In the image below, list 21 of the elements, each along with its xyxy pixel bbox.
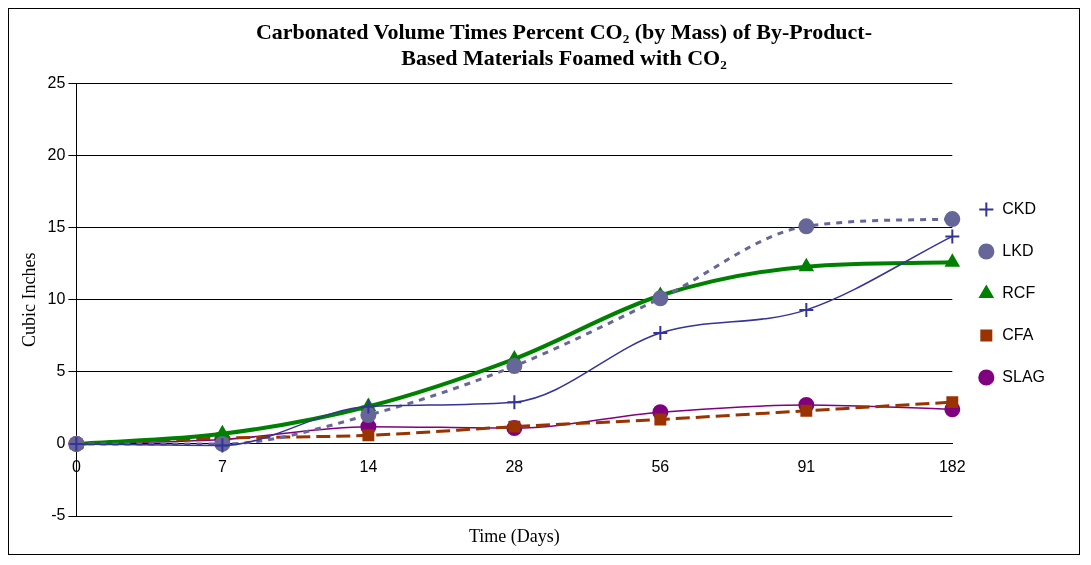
legend-label: RCF <box>1002 283 1036 301</box>
y-tick-label: 0 <box>56 434 66 452</box>
y-tick-label: 10 <box>47 290 66 308</box>
x-tick-label: 14 <box>359 457 378 475</box>
x-tick-label: 182 <box>938 457 966 475</box>
x-axis-title: Time (Days) <box>468 526 560 547</box>
y-tick-label: -5 <box>51 506 66 524</box>
x-tick-label: 28 <box>505 457 524 475</box>
legend-label: CKD <box>1002 199 1037 217</box>
x-tick-label: 56 <box>651 457 670 475</box>
y-tick-label: 5 <box>56 362 66 380</box>
legend-label: LKD <box>1002 241 1034 259</box>
y-tick-label: 15 <box>47 218 66 236</box>
y-tick-label: 20 <box>47 146 66 164</box>
x-tick-label: 7 <box>217 457 227 475</box>
y-axis-title: Cubic Inches <box>18 252 39 348</box>
x-tick-label: 91 <box>797 457 816 475</box>
legend-label: CFA <box>1002 325 1034 343</box>
chart-title: Carbonated Volume Times Percent CO₂ (by Mass) of By-Product-Based Materials Foamed with CO₂ <box>254 19 874 71</box>
y-tick-label: 25 <box>47 74 66 92</box>
legend-label: SLAG <box>1002 367 1045 385</box>
